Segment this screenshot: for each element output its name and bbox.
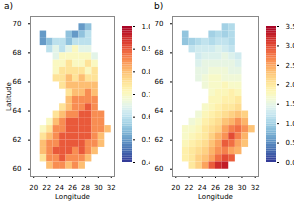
svg-text:66: 66	[13, 78, 22, 86]
svg-text:0.4: 0.4	[142, 159, 151, 167]
svg-text:64: 64	[13, 107, 22, 115]
svg-text:Longitude: Longitude	[55, 193, 90, 201]
svg-text:1.0: 1.0	[286, 120, 295, 128]
svg-text:70: 70	[13, 20, 22, 28]
svg-text:0.5: 0.5	[286, 139, 295, 147]
svg-text:22: 22	[42, 184, 51, 192]
svg-text:62: 62	[155, 136, 164, 144]
svg-text:32: 32	[107, 184, 116, 192]
svg-text:68: 68	[13, 49, 22, 57]
svg-text:0.5: 0.5	[142, 136, 151, 144]
svg-text:0.6: 0.6	[142, 113, 151, 121]
svg-text:Latitude: Latitude	[5, 82, 13, 111]
svg-text:0.8: 0.8	[142, 68, 151, 76]
svg-text:28: 28	[224, 184, 233, 192]
svg-text:1.5: 1.5	[286, 100, 295, 108]
svg-text:24: 24	[55, 184, 64, 192]
svg-text:1.0: 1.0	[142, 23, 151, 31]
svg-text:0.0: 0.0	[286, 159, 295, 167]
svg-text:26: 26	[211, 184, 220, 192]
html-text:b): b)	[154, 1, 164, 11]
svg-text:70: 70	[155, 20, 164, 28]
svg-text:20: 20	[171, 184, 180, 192]
svg-text:Longitude: Longitude	[198, 193, 233, 201]
svg-text:20: 20	[29, 184, 38, 192]
svg-text:3.0: 3.0	[286, 42, 295, 50]
html-text:a): a)	[4, 1, 13, 11]
svg-text:30: 30	[238, 184, 247, 192]
svg-text:30: 30	[94, 184, 103, 192]
svg-text:0.9: 0.9	[142, 45, 151, 53]
svg-text:3.5: 3.5	[286, 23, 295, 31]
svg-text:22: 22	[185, 184, 194, 192]
svg-text:62: 62	[13, 136, 22, 144]
svg-text:0.7: 0.7	[142, 91, 151, 99]
svg-text:32: 32	[251, 184, 260, 192]
svg-text:24: 24	[198, 184, 207, 192]
svg-text:64: 64	[155, 107, 164, 115]
svg-text:2.0: 2.0	[286, 81, 295, 89]
svg-text:26: 26	[68, 184, 77, 192]
svg-text:60: 60	[155, 165, 164, 173]
svg-text:66: 66	[155, 78, 164, 86]
svg-text:68: 68	[155, 49, 164, 57]
svg-text:60: 60	[13, 165, 22, 173]
svg-text:28: 28	[81, 184, 90, 192]
svg-text:2.5: 2.5	[286, 62, 295, 70]
